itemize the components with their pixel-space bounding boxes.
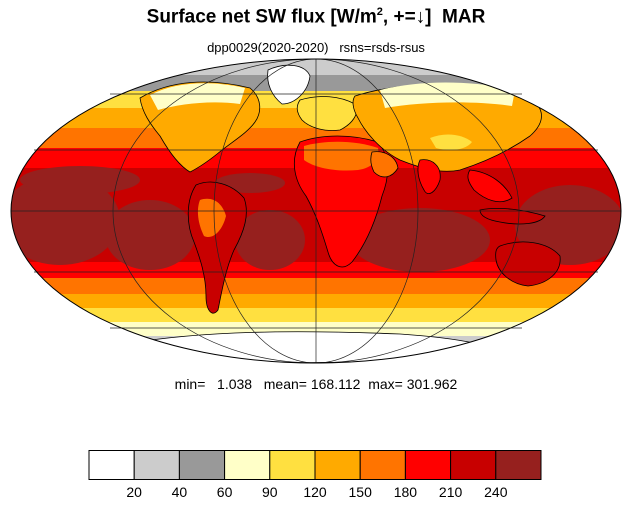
colorbar-box (495, 450, 542, 480)
mollweide-map (10, 58, 622, 364)
colorbar-box (178, 450, 226, 480)
colorbar-box (404, 450, 452, 480)
stats-line: min= 1.038 mean= 168.112 max= 301.962 (174, 376, 458, 392)
plot-title: Surface net SW flux [W/m2, +=↓] MAR (146, 6, 486, 28)
south-america-dry (197, 198, 226, 238)
colorbar-tick-label: 240 (484, 484, 508, 500)
arabia (370, 151, 399, 178)
colorbar-tick-label: 20 (126, 484, 142, 500)
colorbar-tick-label: 60 (216, 484, 233, 500)
colorbar-box (269, 450, 316, 480)
southeast-asia (467, 169, 513, 203)
colorbar-box (224, 450, 271, 480)
atlantic-max (235, 210, 305, 270)
india (417, 159, 441, 194)
colorbar-tick-label: 90 (262, 484, 278, 500)
indian-ocean-max (350, 208, 490, 272)
colorbar (88, 450, 542, 480)
colorbar-box (88, 450, 135, 480)
colorbar-tick-label: 40 (171, 484, 188, 500)
colorbar-tick-label: 210 (438, 484, 463, 500)
north-pacific-max (20, 166, 140, 194)
maritime-continent (479, 208, 546, 225)
tibet-himalaya (430, 134, 472, 150)
europe (296, 96, 357, 131)
sahara (304, 141, 379, 171)
colorbar-box (359, 450, 406, 480)
australia (495, 241, 561, 287)
colorbar-tick-label: 150 (348, 484, 372, 500)
map-border (10, 58, 622, 364)
colorbar-tick-label: 120 (303, 484, 327, 500)
colorbar-box (450, 450, 497, 480)
colorbar-box (133, 450, 180, 480)
colorbar-tick-label: 180 (393, 484, 418, 500)
colorbar-box (314, 450, 361, 480)
pacific-max-east (105, 200, 195, 270)
plot-subtitle: dpp0029(2020-2020) rsns=rsds-rsus (207, 40, 425, 55)
north-america-north (150, 83, 245, 110)
pacific-max-west (11, 175, 120, 265)
